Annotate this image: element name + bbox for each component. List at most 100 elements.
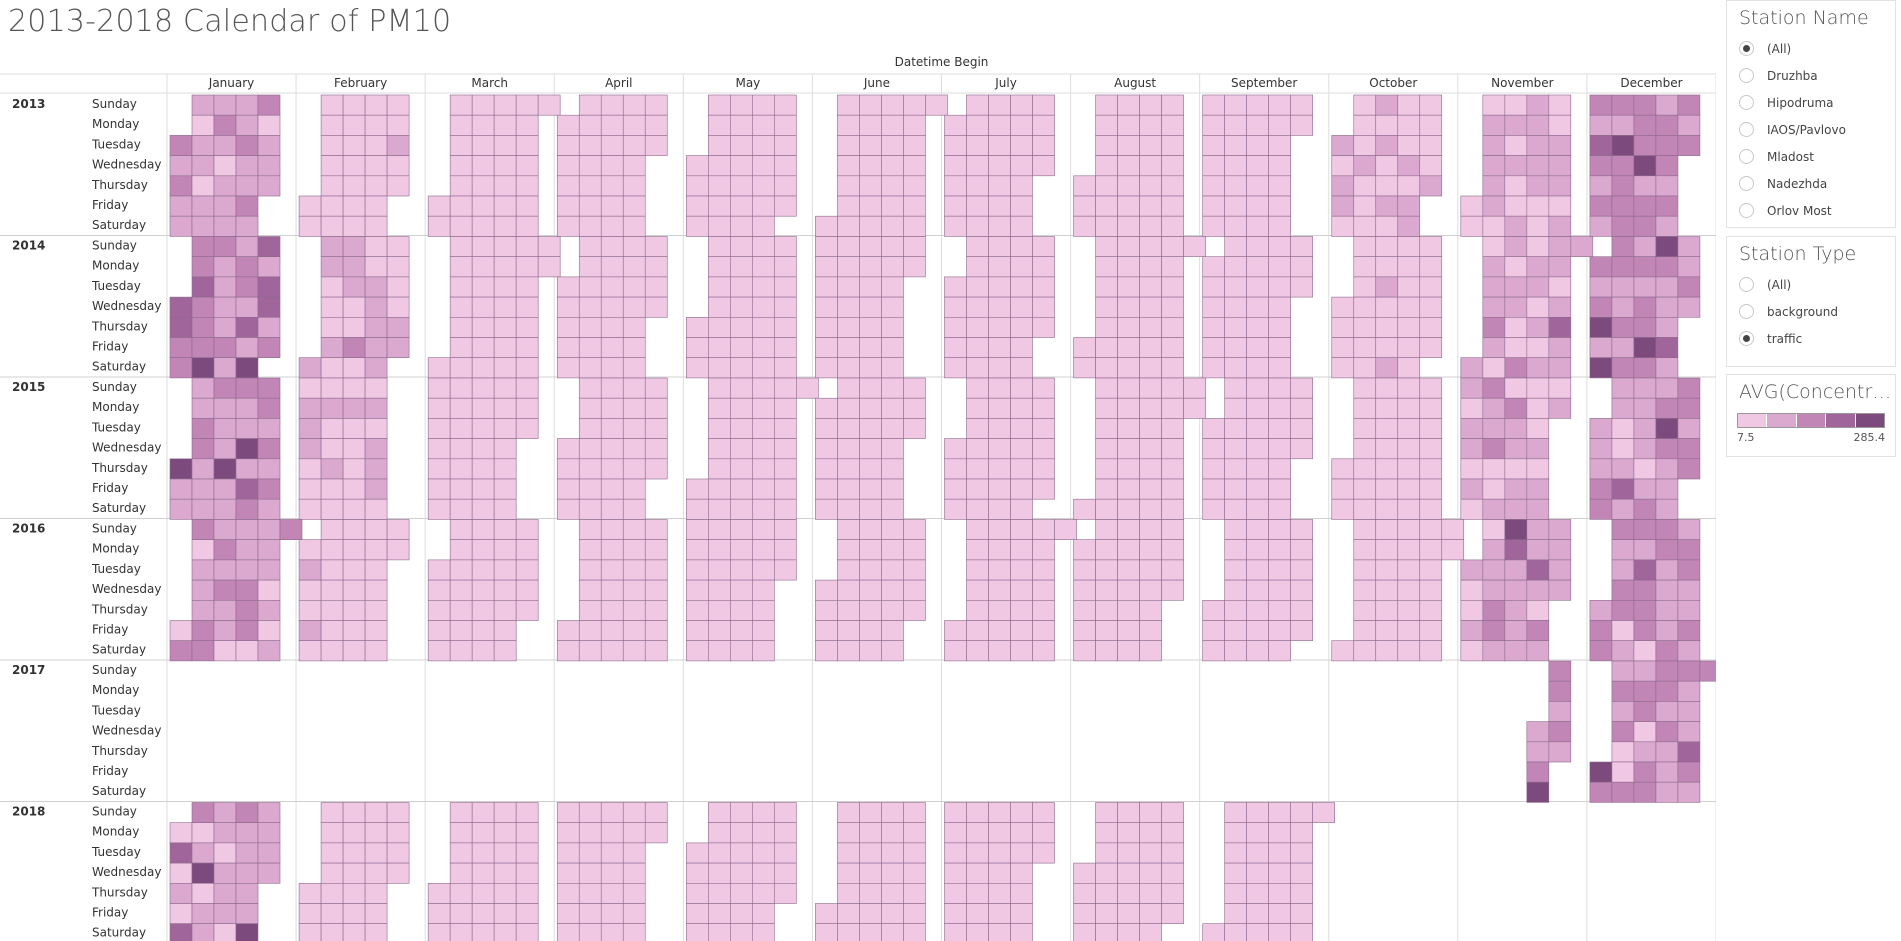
day-cell bbox=[364, 882, 388, 904]
day-cell bbox=[859, 236, 882, 258]
day-cell bbox=[686, 316, 709, 338]
day-cell bbox=[235, 478, 259, 500]
station-type-option-1[interactable]: background bbox=[1727, 298, 1895, 325]
day-cell bbox=[1611, 781, 1635, 803]
weekday-label: Saturday bbox=[92, 360, 146, 374]
station-name-option-5[interactable]: Nadezhda bbox=[1727, 170, 1895, 197]
day-cell bbox=[1246, 923, 1269, 941]
day-cell bbox=[298, 215, 322, 237]
day-cell bbox=[1010, 519, 1033, 541]
day-cell bbox=[1032, 620, 1055, 642]
day-cell bbox=[966, 458, 989, 480]
day-cell bbox=[988, 498, 1011, 520]
day-cell bbox=[320, 418, 344, 439]
day-cell bbox=[1246, 256, 1269, 278]
day-cell bbox=[1419, 94, 1443, 116]
day-cell bbox=[1095, 620, 1118, 642]
day-cell bbox=[1010, 236, 1033, 258]
day-cell bbox=[1633, 498, 1657, 520]
day-cell bbox=[257, 620, 281, 642]
day-cell bbox=[320, 519, 344, 541]
day-cell bbox=[1375, 478, 1399, 500]
radio-button[interactable] bbox=[1739, 203, 1754, 218]
day-cell bbox=[213, 640, 237, 662]
day-cell bbox=[427, 195, 451, 217]
month-label: June bbox=[863, 76, 890, 90]
day-cell bbox=[881, 135, 904, 156]
day-cell bbox=[537, 94, 561, 116]
radio-button[interactable] bbox=[1739, 68, 1754, 83]
legend-color-ramp bbox=[1737, 413, 1885, 428]
day-cell bbox=[859, 862, 882, 884]
station-name-option-6[interactable]: Orlov Most bbox=[1727, 197, 1895, 224]
day-cell bbox=[515, 296, 539, 318]
day-cell bbox=[1419, 519, 1443, 541]
radio-button[interactable] bbox=[1739, 41, 1754, 56]
day-cell bbox=[191, 822, 215, 844]
day-cell bbox=[235, 559, 259, 581]
weekday-label: Tuesday bbox=[91, 137, 141, 151]
day-cell bbox=[1526, 296, 1550, 318]
day-cell bbox=[235, 599, 259, 621]
day-cell bbox=[257, 256, 281, 278]
station-type-option-2[interactable]: traffic bbox=[1727, 325, 1895, 352]
day-cell bbox=[342, 418, 366, 439]
day-cell bbox=[752, 458, 775, 480]
day-cell bbox=[600, 155, 624, 177]
day-cell bbox=[235, 882, 259, 904]
station-name-option-0[interactable]: (All) bbox=[1727, 35, 1895, 62]
day-cell bbox=[427, 903, 451, 925]
day-cell bbox=[556, 175, 580, 197]
day-cell bbox=[1504, 135, 1528, 156]
weekday-label: Friday bbox=[92, 198, 128, 212]
day-cell bbox=[815, 276, 838, 298]
day-cell bbox=[600, 377, 624, 399]
day-cell bbox=[320, 135, 344, 156]
day-cell bbox=[235, 236, 259, 258]
day-cell bbox=[578, 923, 602, 941]
day-cell bbox=[556, 802, 580, 824]
day-cell bbox=[235, 519, 259, 541]
station-name-option-2[interactable]: Hipodruma bbox=[1727, 89, 1895, 116]
day-cell bbox=[213, 155, 237, 177]
day-cell bbox=[837, 114, 860, 136]
day-cell bbox=[169, 135, 193, 156]
day-cell bbox=[1010, 620, 1033, 642]
day-cell bbox=[1353, 195, 1377, 217]
day-cell bbox=[1482, 316, 1506, 338]
day-cell bbox=[837, 155, 860, 177]
radio-button[interactable] bbox=[1739, 95, 1754, 110]
day-cell bbox=[578, 135, 602, 156]
day-cell bbox=[708, 862, 731, 884]
station-name-option-4[interactable]: Mladost bbox=[1727, 143, 1895, 170]
day-cell bbox=[1611, 620, 1635, 642]
radio-button[interactable] bbox=[1739, 149, 1754, 164]
day-cell bbox=[1095, 903, 1118, 925]
radio-button[interactable] bbox=[1739, 277, 1754, 292]
day-cell bbox=[493, 114, 517, 136]
radio-button[interactable] bbox=[1739, 122, 1754, 137]
day-cell bbox=[578, 458, 602, 480]
day-cell bbox=[1504, 599, 1528, 621]
station-name-option-1[interactable]: Druzhba bbox=[1727, 62, 1895, 89]
day-cell bbox=[257, 842, 281, 864]
month-label: February bbox=[334, 76, 387, 90]
radio-button[interactable] bbox=[1739, 176, 1754, 191]
day-cell bbox=[1677, 377, 1701, 399]
day-cell bbox=[966, 357, 989, 379]
station-name-option-3[interactable]: IAOS/Pavlovo bbox=[1727, 116, 1895, 143]
day-cell bbox=[578, 215, 602, 237]
station-name-filter-title: Station Name bbox=[1739, 7, 1869, 29]
day-cell bbox=[1526, 418, 1550, 439]
station-type-option-0[interactable]: (All) bbox=[1727, 271, 1895, 298]
day-cell bbox=[449, 498, 473, 520]
day-cell bbox=[1375, 640, 1399, 662]
day-cell bbox=[1224, 94, 1247, 116]
day-cell bbox=[837, 559, 860, 581]
day-cell bbox=[966, 640, 989, 662]
radio-button[interactable] bbox=[1739, 331, 1754, 346]
day-cell bbox=[493, 155, 517, 177]
day-cell bbox=[1032, 296, 1055, 318]
day-cell bbox=[1202, 195, 1225, 217]
radio-button[interactable] bbox=[1739, 304, 1754, 319]
